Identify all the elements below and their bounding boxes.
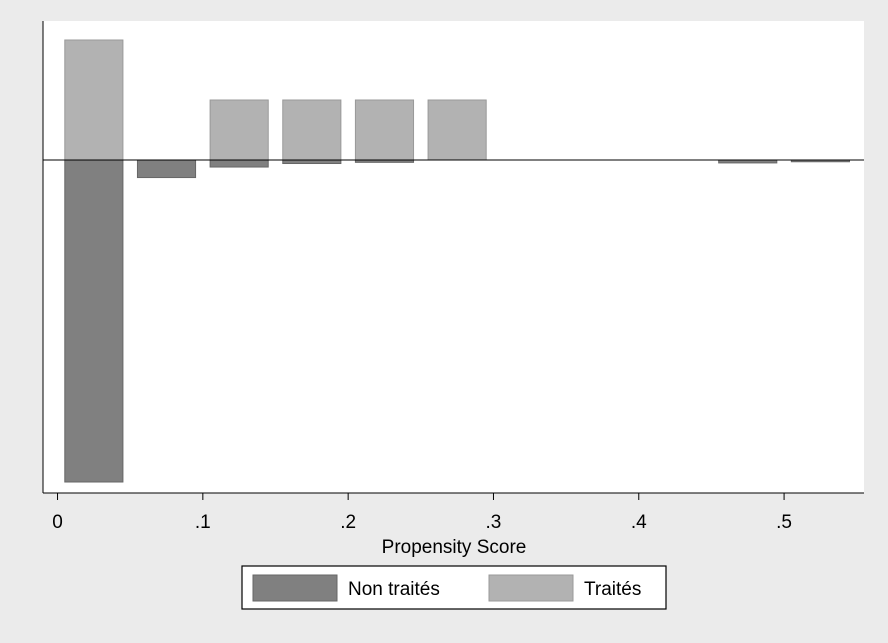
bar-untreated-2: [209, 159, 269, 168]
x-tick-label: .2: [340, 512, 356, 533]
plot-area: [43, 21, 864, 493]
untreated-bars: [64, 159, 850, 483]
x-axis-ticks: 0 .1 .2 .3 .4 .5: [52, 493, 792, 533]
x-tick-label: 0: [52, 512, 63, 533]
bar-untreated-1: [136, 159, 197, 179]
legend: Non traités Traités: [241, 565, 667, 610]
bar-treated-0: [64, 39, 124, 161]
bar-untreated-3: [282, 159, 342, 165]
legend-label-untreated: Non traités: [348, 579, 440, 600]
legend-swatch-treated: [488, 574, 574, 602]
bar-treated-4: [354, 99, 415, 161]
legend-label-treated: Traités: [584, 579, 641, 600]
bar-untreated-0: [64, 159, 124, 483]
bar-treated-5: [427, 99, 487, 161]
legend-swatch-untreated: [252, 574, 338, 602]
bar-treated-2: [209, 99, 269, 161]
x-tick-label: .3: [486, 512, 502, 533]
x-tick-label: .1: [195, 512, 211, 533]
bar-treated-3: [282, 99, 342, 161]
x-tick-label: .5: [776, 512, 792, 533]
treated-bars: [64, 39, 487, 161]
x-axis-title: Propensity Score: [382, 537, 527, 558]
x-tick-label: .4: [631, 512, 647, 533]
